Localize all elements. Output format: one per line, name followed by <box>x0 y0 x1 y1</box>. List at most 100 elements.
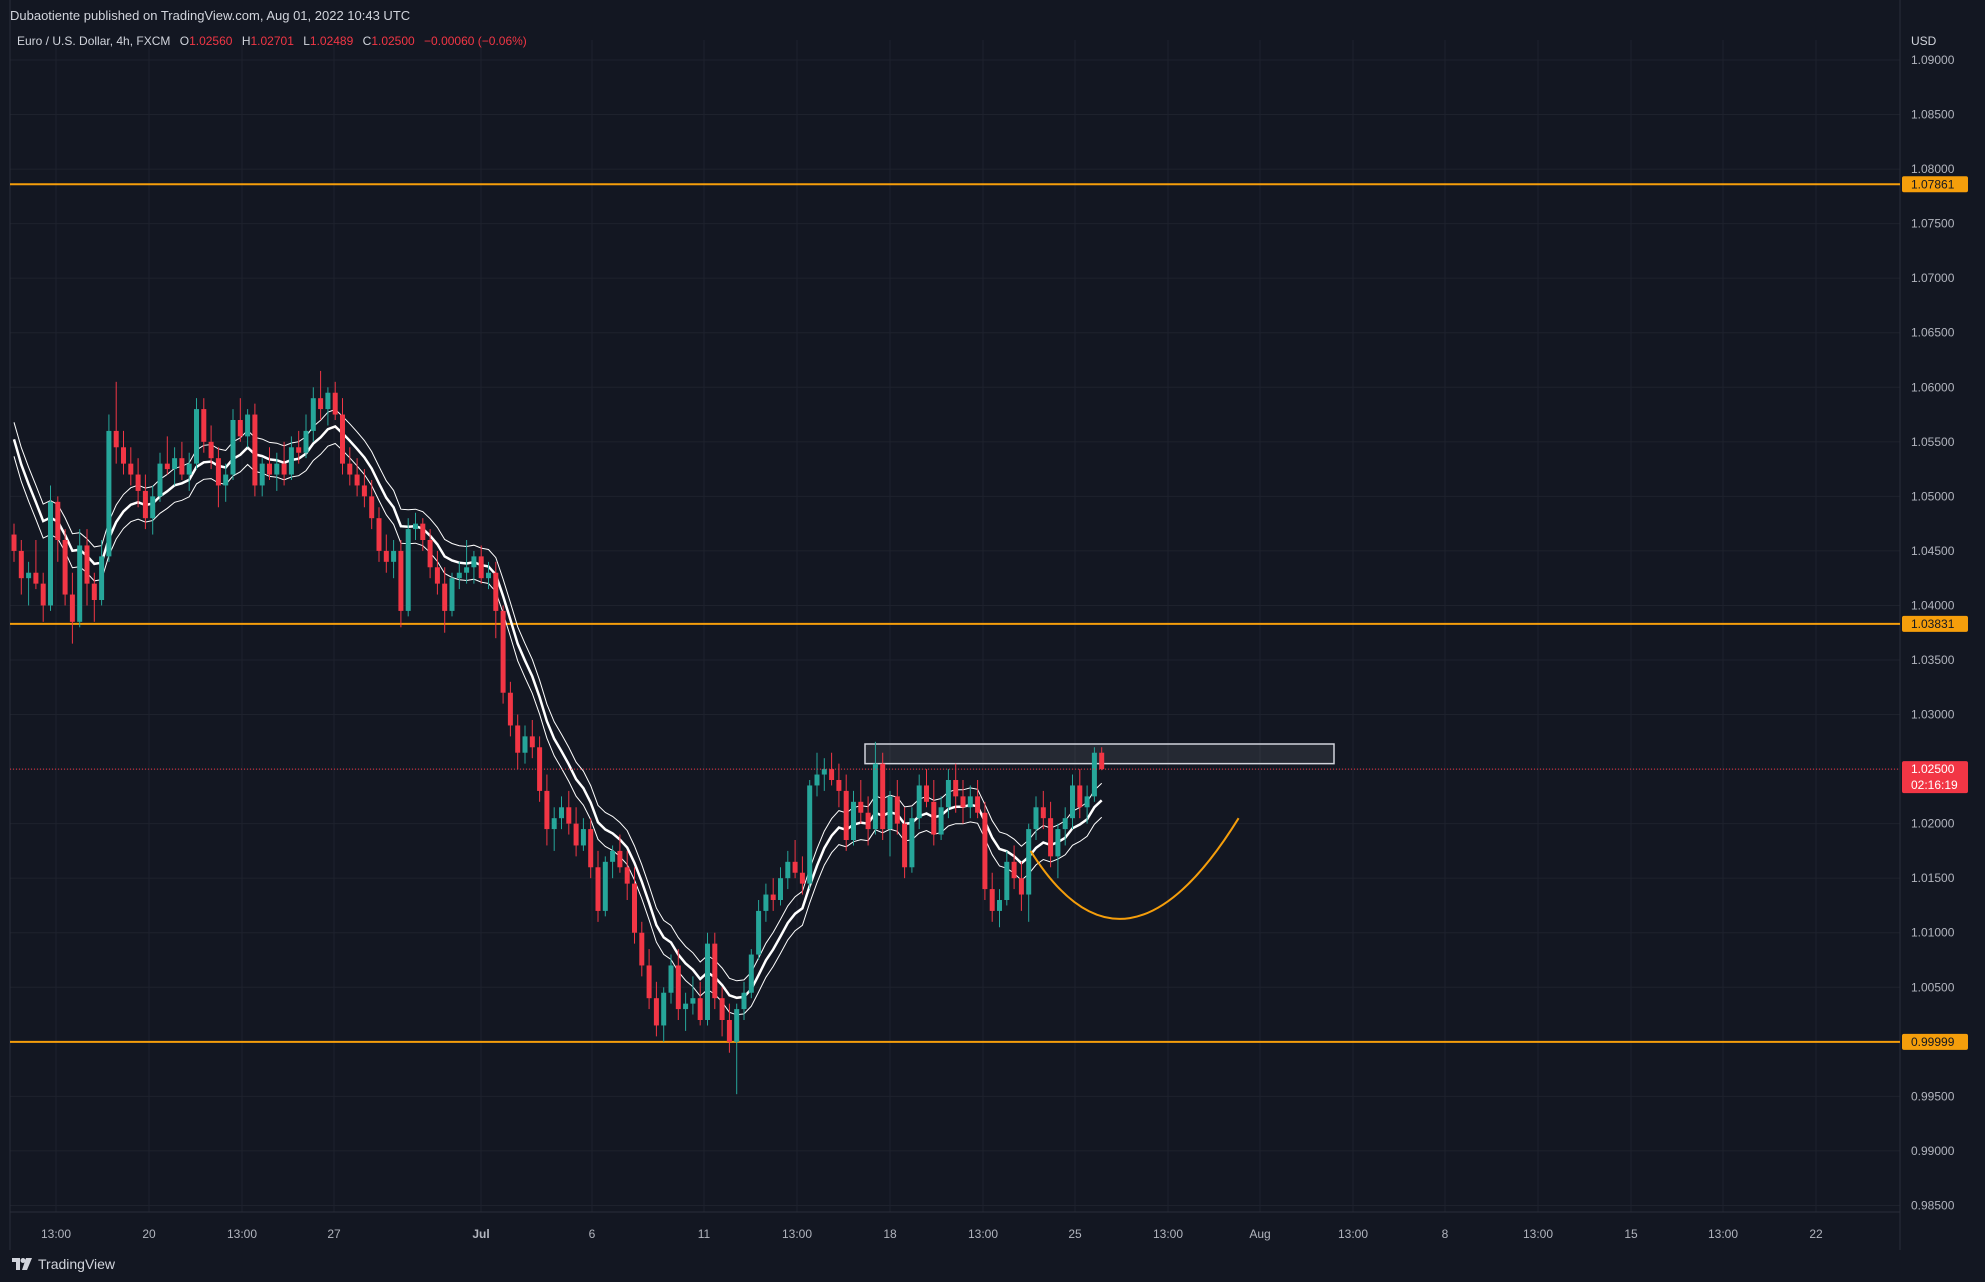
candle-down <box>653 998 659 1026</box>
candle-down <box>792 861 798 873</box>
horizontal-levels <box>10 183 1900 1043</box>
candle-down <box>617 850 623 868</box>
candle-down <box>1011 861 1017 879</box>
candle-down <box>281 463 287 475</box>
candle-down <box>675 965 681 1010</box>
ema-lower-band <box>13 442 1103 1016</box>
candle-down <box>646 965 652 999</box>
candle-down <box>507 692 513 726</box>
candle-down <box>135 474 141 491</box>
candle-down <box>208 441 214 459</box>
cup-curve <box>1029 817 1240 920</box>
y-tick-label: 1.08000 <box>1911 162 1955 176</box>
x-tick-label: 13:00 <box>41 1227 71 1241</box>
x-tick-label: 13:00 <box>227 1227 257 1241</box>
candle-up <box>157 463 163 497</box>
candle-up <box>471 556 477 568</box>
candle-up <box>1004 861 1010 900</box>
candle-up <box>909 818 915 868</box>
candles <box>11 370 1105 1095</box>
candle-down <box>1018 878 1024 895</box>
candle-down <box>427 540 433 568</box>
price-tag-1-03831: 1.03831 <box>1911 617 1955 631</box>
candle-up <box>872 763 878 830</box>
candle-down <box>858 801 864 813</box>
candle-up <box>778 878 783 900</box>
candle-down <box>478 556 484 579</box>
candle-up <box>551 818 557 830</box>
x-tick-label: Aug <box>1249 1227 1270 1241</box>
candle-down <box>544 790 550 830</box>
footer-brand[interactable]: TradingView <box>12 1256 115 1272</box>
candle-down <box>588 829 594 868</box>
candle-down <box>770 894 776 900</box>
candle-down <box>960 796 966 808</box>
candle-up <box>288 447 294 475</box>
candle-down <box>179 458 185 475</box>
y-tick-label: 0.99000 <box>1911 1144 1955 1158</box>
ema-ribbon <box>12 408 1103 1016</box>
y-tick-label: 1.03000 <box>1911 708 1955 722</box>
candle-up <box>997 900 1002 911</box>
candle-down <box>296 447 302 453</box>
candle-down <box>369 496 375 519</box>
candle-up <box>967 796 973 808</box>
candle-down <box>62 540 68 595</box>
candle-down <box>712 943 718 999</box>
candle-down <box>33 572 39 584</box>
candle-down <box>975 796 981 813</box>
countdown-label: 02:16:19 <box>1911 778 1958 792</box>
candle-down <box>340 414 345 464</box>
low-value: 1.02489 <box>309 34 354 48</box>
high-value: 1.02701 <box>250 34 294 48</box>
candle-down <box>55 501 61 540</box>
candle-up <box>1033 807 1039 830</box>
candle-up <box>938 807 944 835</box>
ema-upper-band <box>13 408 1103 982</box>
price-tag-1-03831-bg <box>1902 615 1968 632</box>
y-tick-label: 1.07000 <box>1911 271 1955 285</box>
candle-down <box>69 594 75 622</box>
candle-up <box>748 954 754 993</box>
candle-up <box>99 556 105 600</box>
candle-down <box>11 534 17 551</box>
candle-down <box>573 823 579 846</box>
brand-label: TradingView <box>38 1256 116 1272</box>
candle-up <box>668 965 674 993</box>
candle-down <box>252 414 258 486</box>
candle-up <box>106 430 112 557</box>
candle-up <box>405 529 411 611</box>
price-tag-last: 1.02500 <box>1911 762 1955 776</box>
high-label: H <box>241 34 251 48</box>
x-tick-label: 6 <box>589 1227 596 1241</box>
candle-down <box>880 763 886 830</box>
candle-down <box>347 463 353 475</box>
candle-up <box>486 572 491 579</box>
y-tick-label: 1.05500 <box>1911 435 1955 449</box>
candle-up <box>1084 796 1090 808</box>
candle-down <box>332 392 338 415</box>
x-tick-label: 13:00 <box>968 1227 998 1241</box>
price-tag-0-99999-bg <box>1902 1033 1968 1050</box>
y-tick-label: 0.98500 <box>1911 1198 1955 1212</box>
candle-down <box>989 889 995 911</box>
candle-up <box>1055 829 1061 857</box>
candle-up <box>661 992 667 1026</box>
grid <box>9 0 1901 1250</box>
candle-up <box>77 545 83 622</box>
candle-down <box>383 550 389 562</box>
cup-curve-path <box>1029 817 1240 920</box>
y-tick-label: 1.01000 <box>1911 926 1955 940</box>
candle-down <box>121 447 126 464</box>
candle-up <box>1070 785 1075 819</box>
candle-down <box>931 801 937 835</box>
candle-down <box>595 867 601 911</box>
y-tick-label: 0.99500 <box>1911 1089 1955 1103</box>
ohlc-legend: Euro / U.S. Dollar, 4h, FXCM O1.02560 H1… <box>17 34 527 48</box>
low-label: L <box>303 34 310 48</box>
candle-down <box>529 736 535 748</box>
candle-down <box>201 409 207 442</box>
y-tick-label: 1.07500 <box>1911 217 1955 231</box>
candle-down <box>493 572 499 611</box>
